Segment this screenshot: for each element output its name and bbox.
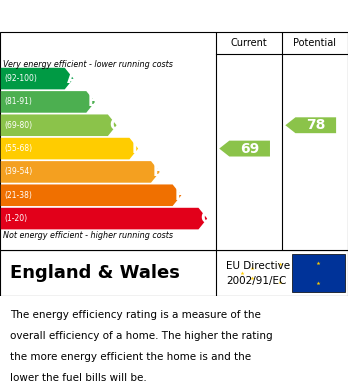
Polygon shape [1, 91, 95, 113]
Text: D: D [131, 141, 144, 156]
Text: Not energy efficient - higher running costs: Not energy efficient - higher running co… [3, 231, 174, 240]
Text: Current: Current [230, 38, 267, 48]
Text: lower the fuel bills will be.: lower the fuel bills will be. [10, 373, 147, 383]
Text: (81-91): (81-91) [4, 97, 32, 106]
Text: the more energy efficient the home is and the: the more energy efficient the home is an… [10, 352, 252, 362]
Text: 69: 69 [240, 142, 259, 156]
Polygon shape [1, 115, 117, 136]
Polygon shape [1, 208, 207, 230]
Polygon shape [1, 68, 73, 90]
Text: G: G [200, 211, 213, 226]
Text: (21-38): (21-38) [4, 191, 32, 200]
Polygon shape [1, 185, 181, 206]
Polygon shape [1, 138, 138, 160]
Text: (39-54): (39-54) [4, 167, 32, 176]
Text: overall efficiency of a home. The higher the rating: overall efficiency of a home. The higher… [10, 331, 273, 341]
Polygon shape [1, 161, 160, 183]
Polygon shape [219, 141, 270, 156]
Text: (55-68): (55-68) [4, 144, 32, 153]
Text: England & Wales: England & Wales [10, 264, 180, 282]
Text: F: F [174, 188, 185, 203]
Text: EU Directive: EU Directive [226, 261, 290, 271]
Text: C: C [110, 118, 121, 133]
Text: (69-80): (69-80) [4, 121, 32, 130]
Polygon shape [285, 117, 336, 133]
Text: 78: 78 [306, 118, 325, 132]
Text: (1-20): (1-20) [4, 214, 27, 223]
Bar [292, 253, 345, 292]
Text: Energy Efficiency Rating: Energy Efficiency Rating [10, 7, 239, 25]
Text: Very energy efficient - lower running costs: Very energy efficient - lower running co… [3, 60, 173, 69]
Text: (92-100): (92-100) [4, 74, 37, 83]
Text: B: B [88, 94, 100, 109]
Text: The energy efficiency rating is a measure of the: The energy efficiency rating is a measur… [10, 310, 261, 320]
Text: Potential: Potential [293, 38, 337, 48]
Text: A: A [66, 71, 78, 86]
Text: 2002/91/EC: 2002/91/EC [226, 276, 286, 286]
Text: E: E [153, 164, 163, 179]
